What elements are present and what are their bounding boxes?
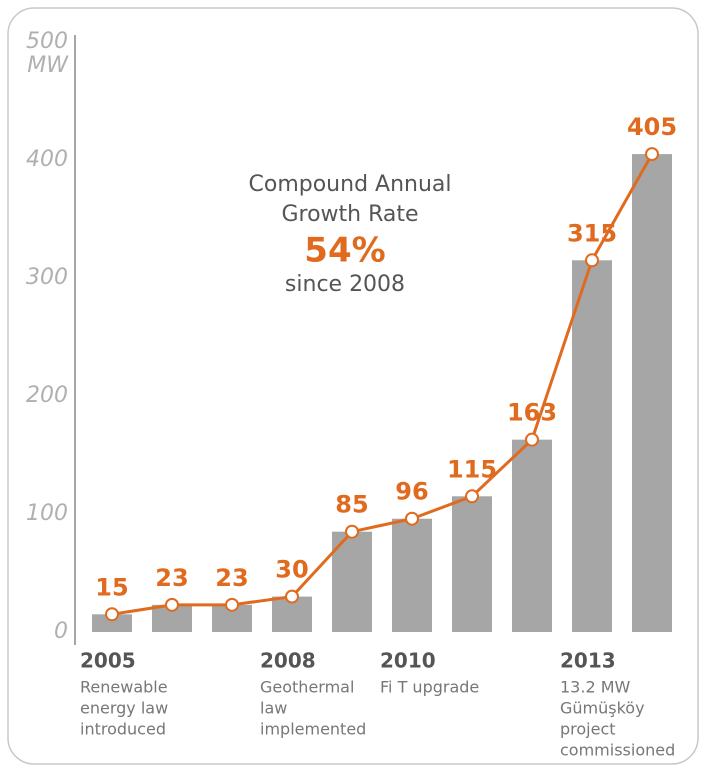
annotation-line: Compound Annual — [249, 172, 452, 197]
category-note: Renewable — [80, 678, 168, 697]
data-label: 96 — [395, 478, 428, 506]
category-note: Gümüşköy — [560, 699, 645, 718]
x-tick-label: 2013 — [560, 649, 616, 673]
y-unit: MW — [27, 53, 69, 78]
point — [405, 511, 419, 526]
point — [465, 489, 479, 504]
bar — [392, 518, 432, 632]
point — [525, 432, 539, 447]
x-tick-label: 2010 — [380, 649, 436, 673]
data-label: 23 — [155, 564, 188, 592]
data-label: 405 — [627, 113, 677, 141]
bar — [332, 531, 372, 632]
bar — [452, 496, 492, 632]
point — [105, 607, 119, 622]
y-tick-label: 400 — [26, 147, 68, 172]
data-label: 163 — [507, 399, 557, 427]
bar — [92, 614, 132, 632]
point — [585, 253, 599, 268]
category-note: introduced — [80, 720, 166, 739]
bar — [572, 260, 612, 632]
y-tick-label: 0 — [54, 619, 68, 644]
data-label: 115 — [447, 455, 497, 483]
bar — [512, 439, 552, 632]
data-label: 315 — [567, 219, 617, 247]
line — [111, 153, 654, 616]
data-label: 23 — [215, 564, 248, 592]
data-label: 30 — [275, 556, 308, 584]
y-tick-label: 200 — [26, 383, 68, 408]
category-note: law — [260, 699, 287, 718]
annotation-footer: since 2008 — [285, 272, 405, 297]
point — [285, 589, 299, 604]
category-note: energy law — [80, 699, 168, 718]
category-note: Geothermal — [260, 678, 354, 697]
y-tick-label: 300 — [26, 265, 68, 290]
category-note: Fi T upgrade — [380, 678, 479, 697]
frame — [7, 7, 699, 765]
y-tick-label: 500 — [26, 29, 68, 54]
bar — [632, 154, 672, 632]
y-tick-label: 100 — [26, 501, 68, 526]
annotation-highlight: 54% — [304, 231, 385, 271]
data-label: 15 — [95, 573, 128, 601]
category-note: 13.2 MW — [560, 678, 631, 697]
point — [165, 597, 179, 612]
category-note: implemented — [260, 720, 366, 739]
annotation-line: Growth Rate — [281, 202, 418, 227]
data-label: 85 — [335, 491, 368, 519]
point — [645, 147, 659, 162]
category-note: commissioned — [560, 741, 675, 760]
x-tick-label: 2008 — [260, 649, 316, 673]
point — [225, 597, 239, 612]
category-note: project — [560, 720, 616, 739]
x-tick-label: 2005 — [80, 649, 136, 673]
point — [345, 524, 359, 539]
